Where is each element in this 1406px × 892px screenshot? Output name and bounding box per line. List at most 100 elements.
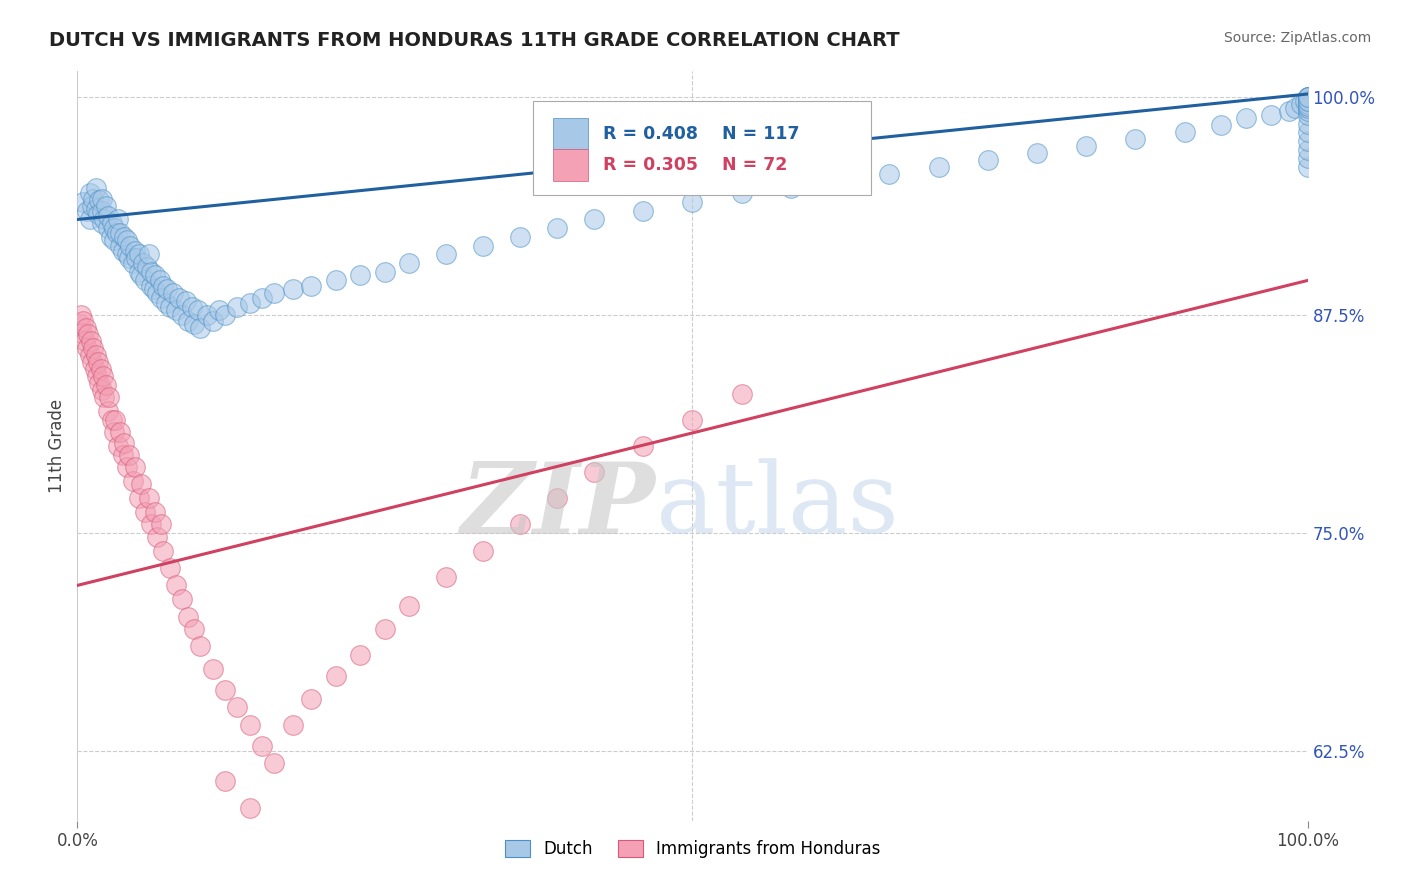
Bar — [554, 118, 588, 149]
Point — [1296, 152, 1319, 166]
Point — [75, 320, 97, 334]
Point — [110, 227, 132, 241]
Point — [633, 439, 655, 453]
Point — [187, 303, 209, 318]
Point — [129, 268, 153, 283]
Point — [1296, 90, 1319, 104]
Point — [80, 334, 103, 349]
Point — [183, 622, 205, 636]
Point — [72, 313, 94, 327]
Point — [82, 192, 104, 206]
Point — [472, 543, 495, 558]
Point — [124, 244, 146, 258]
Point — [436, 570, 458, 584]
Point — [141, 278, 163, 293]
Point — [1296, 108, 1319, 122]
Point — [70, 308, 93, 322]
Point — [1234, 112, 1257, 126]
Point — [83, 362, 105, 376]
Point — [349, 648, 371, 662]
Point — [97, 221, 120, 235]
Point — [90, 362, 112, 376]
Point — [374, 265, 396, 279]
Text: R = 0.305    N = 72: R = 0.305 N = 72 — [603, 156, 787, 174]
Point — [731, 186, 754, 201]
Point — [115, 233, 138, 247]
Point — [1296, 90, 1319, 104]
Point — [170, 592, 193, 607]
Point — [682, 413, 704, 427]
Point — [121, 474, 143, 488]
Point — [546, 491, 568, 506]
Point — [583, 212, 606, 227]
Point — [633, 203, 655, 218]
Point — [87, 207, 110, 221]
Point — [115, 459, 138, 474]
Point — [86, 369, 108, 384]
Point — [87, 355, 110, 369]
Point — [107, 439, 129, 453]
Point — [188, 640, 212, 654]
Point — [879, 167, 901, 181]
Point — [928, 160, 950, 174]
Point — [472, 238, 495, 252]
Bar — [554, 149, 588, 181]
Point — [84, 181, 107, 195]
Point — [112, 230, 135, 244]
Point — [1296, 125, 1319, 139]
Point — [1296, 143, 1319, 157]
Point — [239, 718, 262, 732]
Point — [136, 260, 159, 274]
Point — [169, 291, 191, 305]
Point — [1211, 119, 1233, 133]
Point — [70, 326, 93, 340]
Point — [226, 700, 249, 714]
Point — [509, 517, 531, 532]
Point — [201, 313, 224, 327]
Text: Source: ZipAtlas.com: Source: ZipAtlas.com — [1223, 31, 1371, 45]
Point — [250, 291, 273, 305]
Point — [138, 247, 160, 261]
Point — [281, 282, 304, 296]
Point — [89, 376, 111, 391]
Point — [239, 801, 262, 815]
Point — [325, 669, 347, 683]
Point — [731, 386, 754, 401]
Point — [214, 773, 236, 788]
Point — [110, 238, 132, 252]
Point — [155, 296, 177, 310]
Point — [79, 212, 101, 227]
Point — [177, 609, 200, 624]
Point — [77, 327, 100, 342]
Point — [91, 369, 114, 384]
Point — [250, 739, 273, 753]
Point — [208, 303, 231, 318]
Point — [98, 390, 121, 404]
Point — [1296, 104, 1319, 119]
Point — [1296, 160, 1319, 174]
Point — [1296, 90, 1319, 104]
Point — [201, 662, 224, 676]
Point — [398, 599, 420, 614]
Point — [101, 413, 124, 427]
Point — [111, 244, 134, 258]
Point — [97, 404, 120, 418]
Text: DUTCH VS IMMIGRANTS FROM HONDURAS 11TH GRADE CORRELATION CHART: DUTCH VS IMMIGRANTS FROM HONDURAS 11TH G… — [49, 31, 900, 50]
Point — [128, 247, 150, 261]
Point — [124, 459, 146, 474]
Point — [84, 202, 107, 216]
Point — [131, 256, 153, 270]
Point — [188, 320, 212, 334]
Point — [583, 465, 606, 479]
Point — [1296, 97, 1319, 112]
Point — [134, 505, 156, 519]
Point — [170, 308, 193, 322]
Point — [150, 517, 173, 532]
Point — [79, 186, 101, 201]
Y-axis label: 11th Grade: 11th Grade — [48, 399, 66, 493]
Point — [118, 251, 141, 265]
Point — [93, 212, 115, 227]
Point — [281, 718, 304, 732]
Point — [141, 517, 163, 532]
Point — [780, 181, 803, 195]
